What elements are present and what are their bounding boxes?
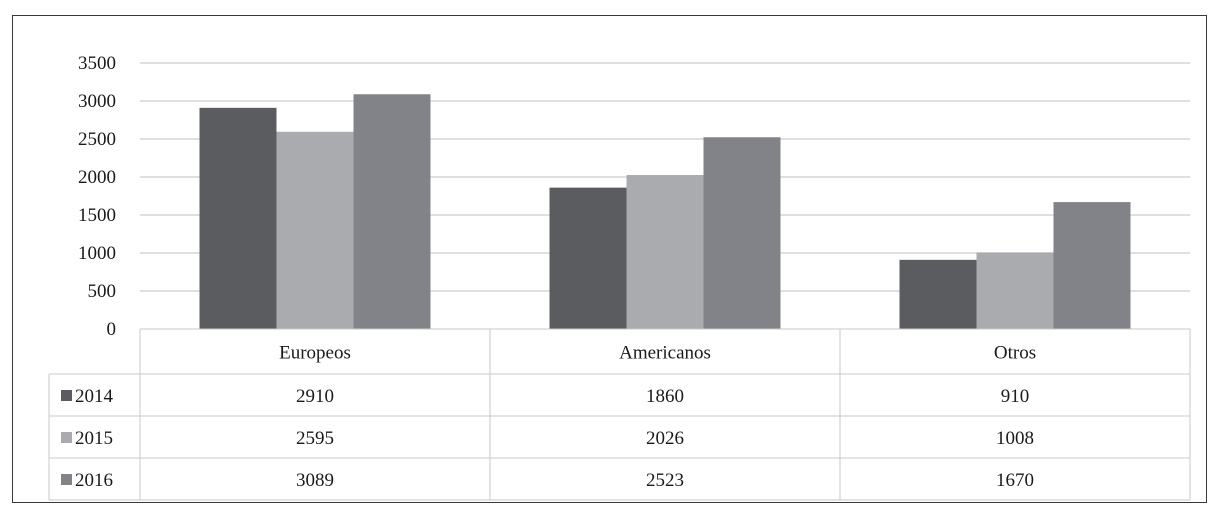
category-label: Otros <box>994 343 1036 364</box>
bar-2015-europeos <box>276 131 354 329</box>
bar-2014-otros <box>899 259 977 329</box>
y-tick-label: 2000 <box>78 167 116 188</box>
data-label: 3089 <box>296 470 334 491</box>
legend-swatch-2016 <box>61 474 72 485</box>
bar-2014-americanos <box>549 187 627 329</box>
data-label: 2595 <box>296 428 334 449</box>
bar-2015-americanos <box>626 175 704 329</box>
legend-label: 2016 <box>75 470 113 491</box>
legend-swatch-2015 <box>61 432 72 443</box>
data-label: 2026 <box>646 428 684 449</box>
y-tick-label: 0 <box>107 319 117 340</box>
y-tick-label: 3000 <box>78 91 116 112</box>
data-label: 1670 <box>996 470 1034 491</box>
category-label: Europeos <box>279 343 351 364</box>
data-label: 910 <box>1001 386 1030 407</box>
data-label: 1860 <box>646 386 684 407</box>
bar-2016-americanos <box>703 137 781 329</box>
y-tick-label: 1500 <box>78 205 116 226</box>
y-tick-label: 500 <box>88 281 117 302</box>
data-label: 1008 <box>996 428 1034 449</box>
y-tick-label: 2500 <box>78 129 116 150</box>
category-label: Americanos <box>619 343 711 364</box>
bar-2016-europeos <box>353 94 431 330</box>
bar-2014-europeos <box>199 107 277 329</box>
y-tick-label: 3500 <box>78 53 116 74</box>
bar-chart: 0 500 1000 1500 2000 2500 3000 3500 Europeos Amer… <box>48 53 1191 501</box>
legend-swatch-2014 <box>61 390 72 401</box>
bar-2016-otros <box>1053 202 1131 329</box>
legend-label: 2014 <box>75 386 114 407</box>
data-label: 2910 <box>296 386 334 407</box>
bar-2015-otros <box>976 252 1054 329</box>
chart-frame: 0 500 1000 1500 2000 2500 3000 3500 Europeos Amer… <box>12 15 1207 503</box>
data-label: 2523 <box>646 470 684 491</box>
legend-label: 2015 <box>75 428 113 449</box>
y-tick-label: 1000 <box>78 243 116 264</box>
